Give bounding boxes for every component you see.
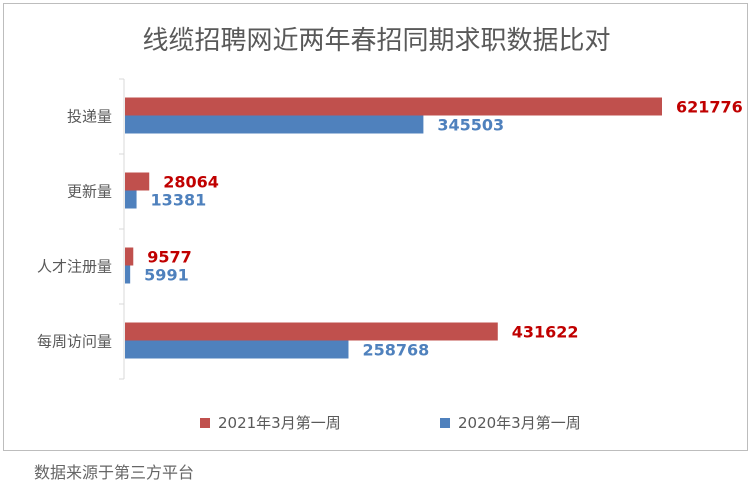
y-tick-label-1: 投递量 bbox=[67, 108, 112, 126]
legend-swatch-2020 bbox=[440, 417, 450, 428]
chart-title: 线缆招聘网近两年春招同期求职数据比对 bbox=[142, 26, 611, 56]
bar-2020-3 bbox=[125, 265, 131, 284]
bar-2021-3 bbox=[125, 247, 134, 266]
data-label-2020-3: 5991 bbox=[144, 266, 189, 285]
chart-frame: 线缆招聘网近两年春招同期求职数据比对 投递量 621776 345503 更新量 280… bbox=[3, 3, 748, 451]
legend-label-2020: 2020年3月第一周 bbox=[458, 414, 581, 432]
bar-2021-2 bbox=[125, 172, 150, 191]
bar-2020-1 bbox=[125, 115, 424, 134]
y-tick-label-3: 人才注册量 bbox=[37, 258, 112, 276]
data-label-2021-3: 9577 bbox=[147, 248, 192, 267]
legend: 2021年3月第一周 2020年3月第一周 bbox=[4, 412, 749, 436]
data-label-2020-1: 345503 bbox=[437, 116, 504, 135]
bar-2020-4 bbox=[125, 340, 349, 359]
data-label-2021-1: 621776 bbox=[676, 98, 743, 117]
legend-label-2021: 2021年3月第一周 bbox=[218, 414, 341, 432]
data-label-2021-4: 431622 bbox=[512, 323, 579, 342]
data-label-2020-2: 13381 bbox=[151, 191, 207, 210]
legend-item-2021: 2021年3月第一周 bbox=[200, 412, 341, 433]
y-tick-label-4: 每周访问量 bbox=[37, 333, 112, 351]
bar-2020-2 bbox=[125, 190, 137, 209]
bar-2021-4 bbox=[125, 322, 498, 341]
source-note: 数据来源于第三方平台 bbox=[34, 463, 195, 482]
legend-swatch-2021 bbox=[200, 417, 210, 428]
data-label-2020-4: 258768 bbox=[362, 341, 429, 360]
y-tick-label-2: 更新量 bbox=[67, 183, 112, 201]
bar-2021-1 bbox=[125, 97, 662, 116]
data-label-2021-2: 28064 bbox=[163, 173, 219, 192]
legend-item-2020: 2020年3月第一周 bbox=[440, 412, 581, 433]
